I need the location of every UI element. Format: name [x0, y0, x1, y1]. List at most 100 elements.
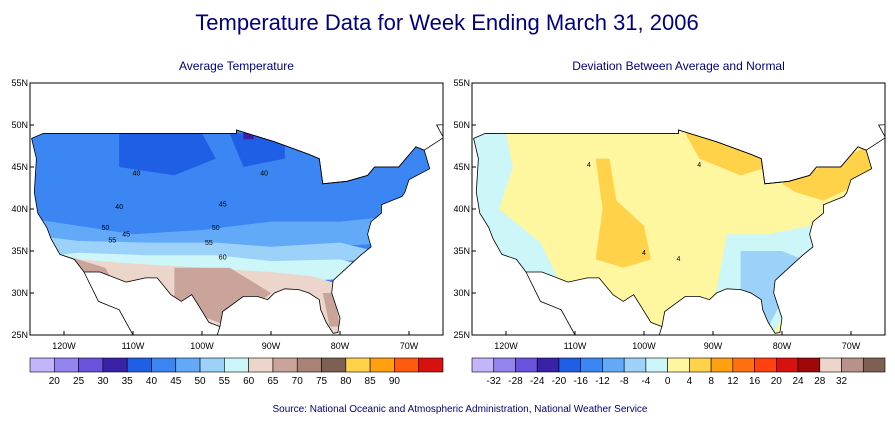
lon-label: 100W — [632, 341, 656, 351]
lon-label: 80W — [773, 341, 792, 351]
lon-label: 90W — [704, 341, 723, 351]
contour-label: 50 — [102, 225, 110, 232]
lat-label: 35N — [11, 246, 28, 256]
contour-label: 40 — [260, 170, 268, 177]
legend-label: -16 — [573, 376, 588, 387]
legend-swatch — [493, 357, 516, 373]
legend-label: 65 — [267, 376, 279, 387]
legend-swatch — [602, 357, 625, 373]
lon-label: 110W — [564, 341, 587, 351]
legend-swatch — [623, 357, 647, 373]
map-title: Average Temperature — [179, 59, 294, 73]
lat-label: 30N — [11, 288, 28, 298]
legend-swatch — [296, 357, 322, 373]
legend-label: -8 — [620, 376, 629, 387]
zone — [595, 158, 651, 268]
legend-label: 80 — [340, 376, 352, 387]
coastline — [216, 326, 221, 335]
legend-swatch — [126, 357, 152, 373]
legend-label: 16 — [749, 376, 761, 387]
legend-swatch — [471, 357, 495, 373]
legend-swatch — [321, 357, 347, 373]
legend-swatch — [667, 357, 690, 373]
contour-label: 55 — [205, 240, 213, 247]
legend-swatch — [151, 357, 177, 373]
contour-label: 45 — [219, 201, 227, 208]
legend-label: 20 — [771, 376, 783, 387]
lon-label: 70W — [842, 341, 861, 351]
legend-label: 85 — [365, 376, 377, 387]
legend-swatch — [199, 357, 225, 373]
legend-label: 25 — [73, 376, 85, 387]
legend-label: 12 — [727, 376, 739, 387]
legend-label: 32 — [836, 376, 848, 387]
contour-label: 40 — [115, 204, 123, 211]
legend-swatch — [29, 357, 55, 373]
coastline — [658, 326, 663, 335]
lon-label: 100W — [190, 341, 214, 351]
legend-swatch — [345, 357, 371, 373]
legend-label: -20 — [552, 376, 567, 387]
legend-swatch — [53, 357, 79, 373]
legend-swatch — [536, 357, 560, 373]
zone — [119, 133, 216, 176]
legend-swatch — [819, 357, 842, 373]
contour-label: 4 — [677, 256, 681, 263]
legend-label: 60 — [243, 376, 255, 387]
coastline — [83, 271, 134, 335]
legend-label: -4 — [641, 376, 650, 387]
lon-label: 120W — [52, 341, 76, 351]
legend-label: 8 — [708, 376, 714, 387]
coastline — [43, 124, 443, 185]
lat-label: 50N — [11, 120, 28, 130]
legend-swatch — [797, 357, 821, 373]
contour-label: 55 — [108, 238, 116, 245]
legend-label: 90 — [389, 376, 401, 387]
lat-label: 35N — [453, 246, 470, 256]
lon-label: 90W — [262, 341, 281, 351]
legend-swatch — [689, 357, 712, 373]
legend-label: -32 — [487, 376, 502, 387]
legend-label: 0 — [665, 376, 671, 387]
coastline — [525, 271, 576, 335]
legend-label: 50 — [194, 376, 206, 387]
lat-label: 45N — [453, 162, 470, 172]
legend-label: 30 — [97, 376, 109, 387]
contour-label: 50 — [212, 225, 220, 232]
lat-label: 45N — [11, 162, 28, 172]
legend-swatch — [515, 357, 538, 373]
legend-swatch — [710, 357, 734, 373]
legend-swatch — [248, 357, 274, 373]
legend-label: 4 — [687, 376, 693, 387]
contour-label: 4 — [587, 162, 591, 169]
legend-label: 45 — [170, 376, 182, 387]
legend-label: -24 — [530, 376, 545, 387]
zone — [229, 133, 285, 167]
source-note: Source: National Oceanic and Atmospheric… — [272, 404, 647, 415]
lat-label: 50N — [453, 120, 470, 130]
contour-label: 40 — [133, 170, 141, 177]
lon-label: 70W — [400, 341, 419, 351]
legend-label: 24 — [792, 376, 804, 387]
legend-swatch — [78, 357, 104, 373]
legend-swatch — [732, 357, 755, 373]
legend-swatch — [102, 357, 128, 373]
legend-label: 20 — [49, 376, 61, 387]
legend-swatch — [754, 357, 777, 373]
lat-label: 25N — [453, 330, 470, 340]
legend-swatch — [776, 357, 799, 373]
legend-label: 40 — [146, 376, 158, 387]
legend-swatch — [175, 357, 201, 373]
legend-swatch — [224, 357, 249, 373]
lat-label: 30N — [453, 288, 470, 298]
lon-label: 110W — [122, 341, 145, 351]
legend-label: 75 — [316, 376, 328, 387]
coastlines — [43, 124, 443, 335]
lat-label: 25N — [11, 330, 28, 340]
zone — [322, 293, 340, 327]
legend-swatch — [418, 357, 444, 373]
legend-swatch — [580, 357, 603, 373]
lon-label: 120W — [494, 341, 518, 351]
coastlines — [485, 124, 885, 335]
